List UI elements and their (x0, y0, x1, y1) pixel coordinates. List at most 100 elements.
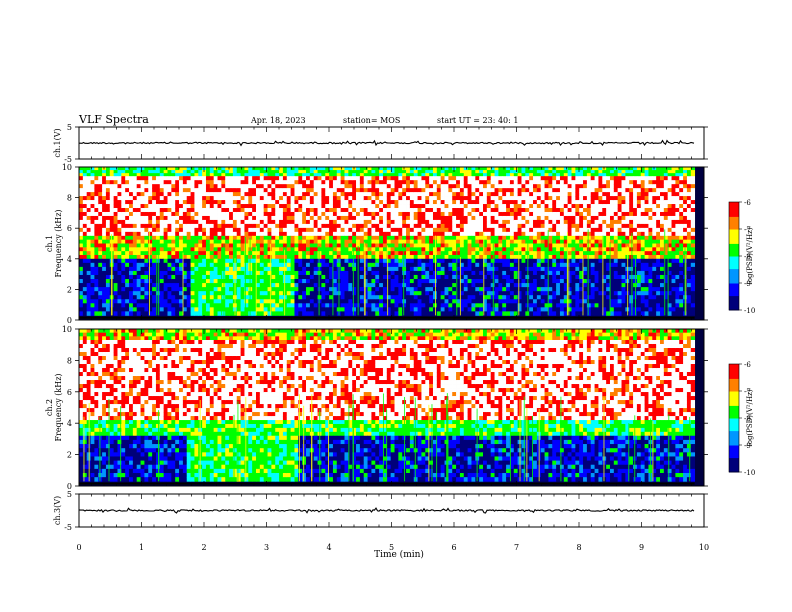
spectrogram-cell (271, 208, 276, 213)
spectrogram-cell (483, 223, 488, 229)
spectrogram-cell (609, 223, 615, 229)
spectrogram-cell (255, 200, 261, 205)
spectrogram-cell (540, 235, 545, 241)
spectrogram-cell (375, 251, 380, 256)
spectrogram-cell (244, 279, 249, 284)
spectrogram-cell (629, 167, 634, 171)
spectrogram-cell (125, 180, 130, 185)
spectrogram-cell (132, 170, 138, 174)
spectrogram-cell (413, 254, 418, 260)
spectrogram-cell (140, 307, 145, 312)
spectrogram-cell (132, 204, 138, 209)
spectrogram-cell (467, 184, 472, 189)
spectrogram-cell (129, 200, 134, 205)
spectrogram-cell (279, 219, 284, 225)
spectrogram-cell (313, 303, 318, 308)
spectrogram-cell (575, 200, 580, 205)
spectrogram-cell (379, 196, 384, 201)
spectrogram-cell (479, 170, 484, 174)
spectrogram-cell (140, 311, 145, 316)
spectrogram-cell (363, 211, 368, 217)
spectrogram-cell (132, 258, 138, 264)
spectrogram-cell (459, 211, 465, 217)
spectrogram-cell (244, 176, 249, 181)
spectrogram-cell (394, 235, 399, 241)
spectrogram-cell (102, 295, 107, 300)
spectrogram-cell (475, 219, 480, 225)
spectrogram-cell (690, 196, 696, 201)
spectrogram-cell (298, 176, 303, 181)
spectrogram-cell (340, 274, 345, 280)
spectrogram-cell (309, 239, 315, 244)
spectrogram-cell (398, 167, 403, 171)
spectrogram-cell (205, 223, 211, 229)
spectrogram-cell (302, 188, 307, 193)
spectrogram-cell (467, 223, 472, 229)
spectrogram-cell (321, 299, 326, 304)
spectrogram-cell (394, 184, 399, 189)
spectrogram-cell (309, 258, 315, 264)
spectrogram-cell (640, 235, 646, 241)
spectrogram-cell (182, 200, 188, 205)
spectrogram-cell (255, 188, 261, 193)
spectrogram-cell (179, 299, 184, 304)
spectrogram-cell (113, 208, 118, 213)
spectrogram-cell (94, 311, 99, 316)
spectrogram-cell (171, 266, 176, 272)
spectrogram-cell (594, 204, 599, 209)
spectrogram-cell (575, 215, 580, 221)
spectrogram-cell (367, 239, 372, 244)
spectrogram-cell (202, 295, 207, 300)
spectrogram-cell (363, 208, 368, 213)
spectrogram-cell (117, 219, 122, 225)
spectrogram-cell (182, 188, 188, 193)
spectrogram-cell (259, 204, 265, 209)
spectrogram-cell (155, 274, 161, 280)
spectrogram-cell (617, 180, 622, 185)
spectrogram-cell (502, 204, 507, 209)
spectrogram-cell (486, 192, 492, 197)
spectrogram-cell (240, 307, 245, 312)
spectrogram-cell (279, 223, 284, 229)
spectrogram-cell (563, 208, 569, 213)
spectrogram-cell (679, 235, 684, 241)
spectrogram-cell (263, 184, 268, 189)
spectrogram-cell (171, 254, 176, 260)
spectrogram-cell (483, 239, 488, 244)
spectrogram-cell (117, 283, 122, 288)
spectrogram-cell (202, 266, 207, 272)
spectrogram-cell (667, 167, 672, 171)
spectrogram-cell (198, 303, 203, 308)
spectrogram-cell (309, 274, 315, 280)
spectrogram-cell (263, 243, 268, 248)
spectrogram-cell (152, 307, 157, 312)
spectrogram-cell (244, 200, 249, 205)
spectrogram-cell (571, 196, 576, 201)
spectrogram-cell (417, 211, 422, 217)
spectrogram-cell (609, 231, 615, 237)
spectrogram-cell (213, 215, 218, 221)
spectrogram-cell (186, 223, 191, 229)
spectrogram-cell (94, 299, 99, 304)
spectrogram-cell (513, 215, 519, 221)
spectrogram-cell (290, 303, 295, 308)
spectrogram-cell (279, 262, 284, 268)
spectrogram-cell (152, 204, 157, 209)
spectrogram-cell (94, 173, 99, 177)
spectrogram-cell (348, 223, 353, 229)
spectrogram-cell (636, 235, 642, 241)
spectrogram-cell (648, 196, 653, 201)
spectrogram-cell (598, 211, 603, 217)
spectrogram-cell (144, 239, 149, 244)
spectrogram-cell (144, 283, 149, 288)
spectrogram-cell (321, 231, 326, 237)
spectrogram-cell (267, 196, 272, 201)
spectrogram-cell (513, 208, 519, 213)
spectrogram-cell (313, 266, 318, 272)
spectrogram-cell (386, 215, 392, 221)
spectrogram-cell (136, 208, 141, 213)
spectrogram-cell (306, 192, 311, 197)
spectrogram-cell (105, 192, 111, 197)
spectrogram-cell (394, 188, 399, 193)
spectrogram-cell (660, 227, 665, 233)
